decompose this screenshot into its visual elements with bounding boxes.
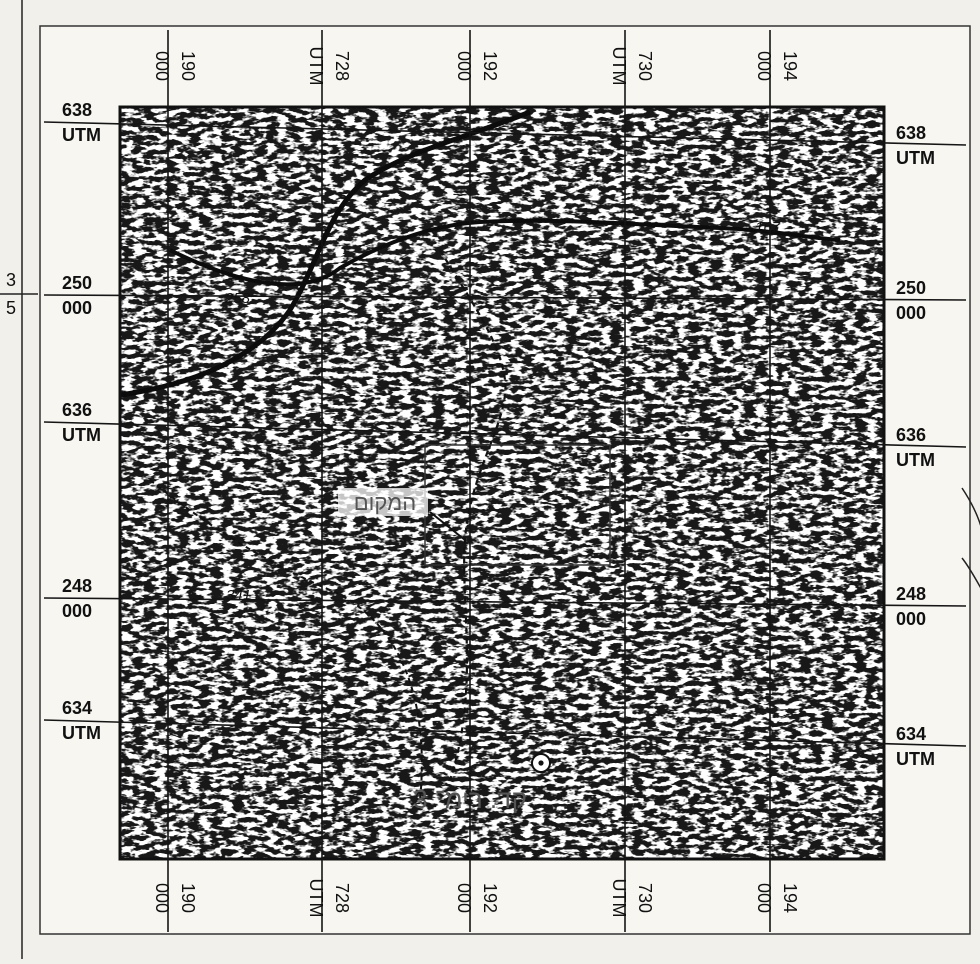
spot-height: 258 <box>224 290 251 307</box>
grid-label-top: 194 <box>780 51 800 81</box>
grid-line-horizontal <box>43 597 967 607</box>
grid-label-top: UTM <box>609 47 629 86</box>
grid-label-bottom: 190 <box>178 883 198 913</box>
grid-label-top: UTM <box>306 47 326 86</box>
grid-label-top: 190 <box>178 51 198 81</box>
grid-label-left: 634 <box>62 698 92 718</box>
grid-label-bottom: 000 <box>754 883 774 913</box>
grid-label-left: 638 <box>62 100 92 120</box>
spot-height: 167 <box>755 219 781 236</box>
grid-label-top: 192 <box>480 51 500 81</box>
grid-label-right: UTM <box>896 749 935 769</box>
grid-label-right: 248 <box>896 584 926 604</box>
grid-label-bottom: 000 <box>454 883 474 913</box>
benchmark-label: קד. רימ־ 3 <box>413 784 527 814</box>
map-border <box>118 105 886 861</box>
benchmark-symbol <box>531 753 551 773</box>
grid-line-horizontal <box>43 294 967 301</box>
road-secondary <box>169 218 841 287</box>
grid-label-left: 250 <box>62 273 92 293</box>
grid-line-horizontal <box>43 421 967 448</box>
grid-label-right: 636 <box>896 425 926 445</box>
grid-label-bottom: 194 <box>780 883 800 913</box>
grid-label-left: 000 <box>62 298 92 318</box>
grid-label-right: 000 <box>896 609 926 629</box>
grid-label-left: 000 <box>62 601 92 621</box>
grid-line-horizontal <box>43 121 967 146</box>
site-pointer <box>429 511 466 541</box>
grid-label-left: UTM <box>62 723 101 743</box>
location-label: המקום <box>354 490 416 515</box>
grid-label-bottom: 728 <box>332 883 352 913</box>
location-label-bg <box>338 488 428 516</box>
grid-lines <box>43 30 967 932</box>
grid-label-bottom: UTM <box>306 879 326 918</box>
leader-line <box>961 557 980 589</box>
grid-label-top: 730 <box>635 51 655 81</box>
grid-label-top: 000 <box>152 51 172 81</box>
grid-labels: 000 190 UTM 728 000 192 UTM 730 000 194 000 190 UTM 7… <box>62 47 935 918</box>
grid-label-right: UTM <box>896 450 935 470</box>
grid-label-right: UTM <box>896 148 935 168</box>
wadi-line <box>439 249 507 781</box>
grid-label-bottom: 192 <box>480 883 500 913</box>
grid-label-bottom: 000 <box>152 883 172 913</box>
grid-label-right: 638 <box>896 123 926 143</box>
grid-label-left: 248 <box>62 576 92 596</box>
grid-label-right: 250 <box>896 278 926 298</box>
wadi-line <box>149 479 423 801</box>
grid-label-left: 636 <box>62 400 92 420</box>
grid-label-bottom: 730 <box>635 883 655 913</box>
grid-label-top: 728 <box>332 51 352 81</box>
spot-height: 341 <box>226 587 251 604</box>
edge-fragment-bottom: 5 <box>6 298 16 318</box>
grid-label-bottom: UTM <box>609 879 629 918</box>
grid-label-left: UTM <box>62 425 101 445</box>
grid-label-right: 000 <box>896 303 926 323</box>
grid-line-horizontal <box>43 719 967 747</box>
edge-fragment-top: 3 <box>6 270 16 290</box>
leader-line <box>961 487 980 526</box>
grid-label-top: 000 <box>454 51 474 81</box>
grid-label-right: 634 <box>896 724 926 744</box>
grid-label-top: 000 <box>754 51 774 81</box>
grid-label-left: UTM <box>62 125 101 145</box>
